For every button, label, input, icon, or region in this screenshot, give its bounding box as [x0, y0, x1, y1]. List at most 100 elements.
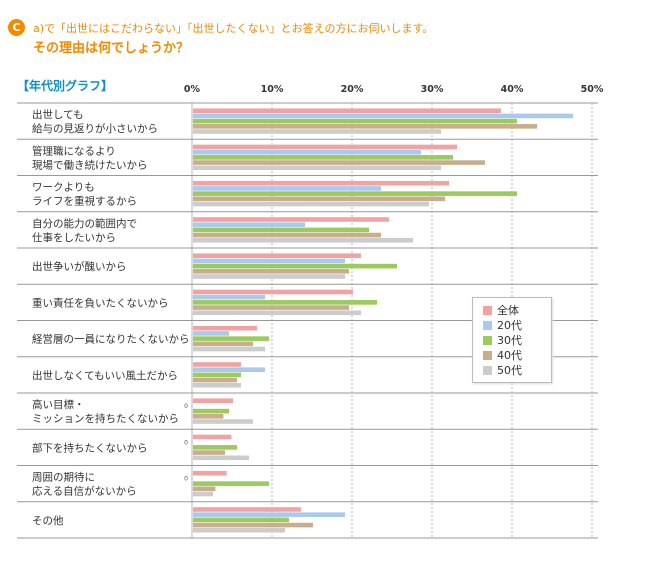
legend: 全体 20代 30代 40代 50代 — [472, 297, 552, 383]
legend-label: 50代 — [497, 364, 522, 377]
bar — [193, 512, 345, 517]
bar — [193, 491, 213, 497]
bar — [193, 305, 349, 310]
bar — [193, 434, 232, 440]
bar — [193, 160, 485, 165]
tick-label: 40% — [501, 84, 524, 95]
category-label: 経営層の一員になりたくないから — [32, 333, 190, 346]
bar — [193, 129, 441, 134]
category-label: ミッションを持ちたくないから — [32, 412, 179, 425]
bar — [193, 108, 501, 114]
legend-swatch — [483, 306, 492, 315]
bar — [193, 408, 229, 414]
category-label: ワークよりも — [32, 182, 95, 194]
bar — [193, 336, 269, 341]
bar — [193, 253, 361, 259]
bar — [193, 180, 449, 186]
category-label: 出世しても — [32, 108, 84, 121]
bar — [193, 377, 237, 383]
zero-value-label: 0 — [184, 439, 188, 446]
legend-item: 30代 — [483, 334, 522, 347]
question-line-1: a)で「出世にはこだわらない」「出世したくない」とお答えの方にお伺いします。 — [33, 22, 434, 35]
bar — [193, 227, 369, 233]
bar — [193, 331, 229, 336]
legend-label: 40代 — [497, 349, 522, 362]
bar — [193, 300, 377, 305]
bar — [193, 382, 241, 388]
legend-swatch — [483, 351, 492, 360]
category-label: 自分の能力の範囲内で — [32, 217, 137, 230]
zero-value-label: 0 — [184, 403, 188, 410]
question-badge: C — [8, 19, 25, 36]
bar — [193, 398, 233, 404]
bar — [193, 310, 361, 316]
category-label: 重い責任を負いたくないから — [32, 296, 169, 309]
zero-value-label: 0 — [184, 476, 188, 483]
legend-item: 全体 — [483, 304, 519, 317]
legend-label: 全体 — [497, 304, 519, 317]
category-label: 仕事をしたいから — [32, 231, 116, 244]
category-label: 応える自信がないから — [32, 485, 137, 498]
bar — [193, 269, 349, 274]
bar — [193, 522, 313, 528]
bar — [193, 217, 389, 222]
bar — [193, 165, 441, 171]
category-label: その他 — [32, 514, 64, 527]
bar — [193, 118, 517, 124]
bar — [193, 414, 224, 419]
bar — [193, 124, 537, 129]
bar — [193, 258, 345, 264]
legend-swatch — [483, 336, 492, 345]
legend-swatch — [483, 321, 492, 330]
legend-item: 50代 — [483, 364, 522, 377]
bar — [193, 274, 345, 279]
category-label: ライフを重視するから — [32, 195, 137, 208]
legend-label: 30代 — [497, 334, 522, 347]
tick-label: 0% — [184, 84, 201, 95]
graph-title: 【年代別グラフ】 — [17, 79, 114, 93]
bar — [193, 507, 301, 512]
bar — [193, 346, 265, 352]
category-label: 高い目標・ — [32, 398, 85, 411]
bar — [193, 325, 257, 331]
category-label: 管理職になるより — [32, 144, 116, 157]
bar — [193, 294, 265, 300]
bar — [193, 486, 216, 492]
bar — [193, 201, 429, 207]
bar — [193, 191, 517, 196]
question-line-2: その理由は何でしょうか？ — [33, 41, 190, 56]
bar — [193, 155, 453, 160]
legend-swatch — [483, 366, 492, 375]
bar — [193, 237, 413, 243]
tick-label: 20% — [341, 84, 364, 95]
legend-item: 40代 — [483, 349, 522, 362]
bar — [193, 470, 227, 476]
category-label: 部下を持ちたくないから — [32, 441, 148, 454]
category-label: 現場で働き続けたいから — [32, 158, 148, 171]
bar — [193, 186, 381, 191]
bar — [193, 232, 381, 238]
bar — [193, 527, 285, 533]
bar — [193, 362, 241, 367]
bar — [193, 481, 269, 486]
bar — [193, 263, 397, 269]
category-label: 出世しなくてもいい風土だから — [32, 369, 178, 382]
bar — [193, 196, 445, 202]
category-label: 給与の見返りが小さいから — [32, 122, 158, 135]
bar — [193, 450, 225, 455]
legend-label: 20代 — [497, 319, 522, 332]
bar — [193, 341, 253, 347]
bar — [193, 367, 265, 372]
tick-label: 50% — [581, 84, 604, 95]
bar — [193, 113, 573, 119]
tick-label: 30% — [421, 84, 444, 95]
bar — [193, 372, 241, 378]
bar — [193, 455, 249, 461]
bar — [193, 419, 253, 424]
bar — [193, 144, 457, 150]
category-label: 出世争いが醜いから — [32, 260, 127, 273]
tick-label: 10% — [261, 84, 284, 95]
bar — [193, 517, 289, 523]
bar — [193, 222, 305, 227]
